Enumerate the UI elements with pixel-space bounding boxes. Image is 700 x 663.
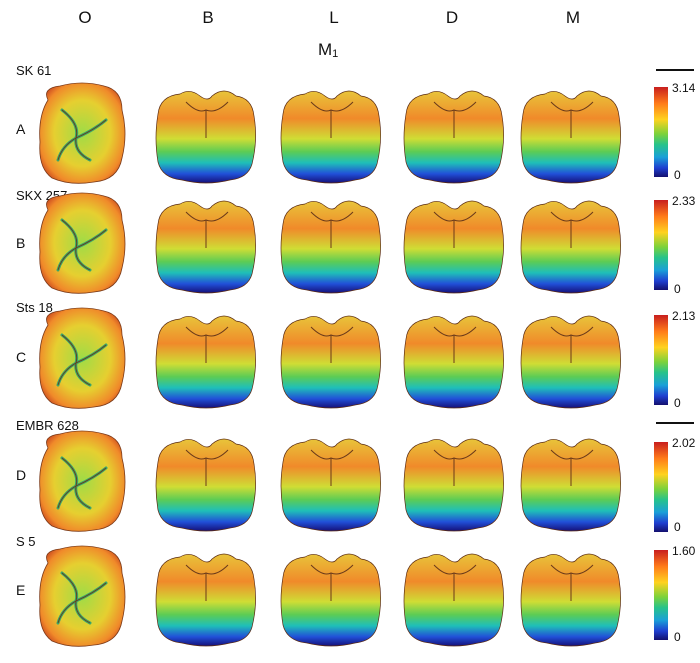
tooth-e-mesial (520, 553, 621, 647)
scale-max-b: 2.33 (672, 194, 696, 208)
tooth-b-lingual (280, 200, 381, 294)
scale-separator-middle (656, 422, 694, 424)
tooth-c-buccal (155, 315, 256, 409)
tooth-b-occlusal (39, 192, 126, 294)
tooth-a-occlusal (39, 82, 126, 184)
title-subscript: 1 (332, 48, 339, 60)
scale-max-e: 1.60 (672, 544, 696, 558)
scale-max-c: 2.13 (672, 309, 696, 323)
tooth-c-occlusal (39, 307, 126, 409)
row-letter-c: C (16, 349, 27, 365)
tooth-c-mesial (520, 315, 621, 409)
column-header-mesial: M (565, 8, 581, 27)
scale-min-c: 0 (674, 396, 681, 410)
tooth-d-lingual (280, 438, 381, 532)
scale-min-b: 0 (674, 282, 681, 296)
row-letter-a: A (16, 121, 26, 137)
row-letter-b: B (16, 235, 26, 251)
tooth-e-buccal (155, 553, 256, 647)
specimen-label-a: SK 61 (16, 63, 52, 78)
column-header-lingual: L (329, 8, 339, 27)
specimen-label-c: Sts 18 (16, 300, 53, 315)
scale-min-e: 0 (674, 630, 681, 644)
scale-separator-top (656, 69, 694, 71)
tooth-c-lingual (280, 315, 381, 409)
tooth-a-lingual (280, 90, 381, 184)
color-scale-c (654, 315, 668, 405)
tooth-b-buccal (155, 200, 256, 294)
title-main: M (318, 40, 333, 59)
tooth-d-buccal (155, 438, 256, 532)
figure-title: M1 (318, 40, 338, 60)
tooth-a-mesial (520, 90, 621, 184)
color-scale-b (654, 200, 668, 290)
scale-max-d: 2.02 (672, 436, 696, 450)
column-header-buccal: B (202, 8, 214, 27)
row-letter-e: E (16, 582, 26, 598)
scale-max-a: 3.14 (672, 81, 696, 95)
tooth-a-distal (403, 90, 504, 184)
tooth-b-mesial (520, 200, 621, 294)
color-scale-a (654, 87, 668, 177)
tooth-d-occlusal (39, 430, 126, 532)
row-letter-d: D (16, 467, 27, 483)
specimen-label-e: S 5 (16, 534, 36, 549)
scale-min-d: 0 (674, 520, 681, 534)
tooth-e-lingual (280, 553, 381, 647)
tooth-c-distal (403, 315, 504, 409)
color-scale-d (654, 442, 668, 532)
tooth-e-distal (403, 553, 504, 647)
tooth-d-distal (403, 438, 504, 532)
tooth-b-distal (403, 200, 504, 294)
specimen-label-d: EMBR 628 (16, 418, 79, 433)
tooth-a-buccal (155, 90, 256, 184)
column-header-distal: D (445, 8, 459, 27)
scale-min-a: 0 (674, 168, 681, 182)
color-scale-e (654, 550, 668, 640)
tooth-e-occlusal (39, 545, 126, 647)
tooth-d-mesial (520, 438, 621, 532)
column-header-occlusal: O (78, 8, 92, 27)
